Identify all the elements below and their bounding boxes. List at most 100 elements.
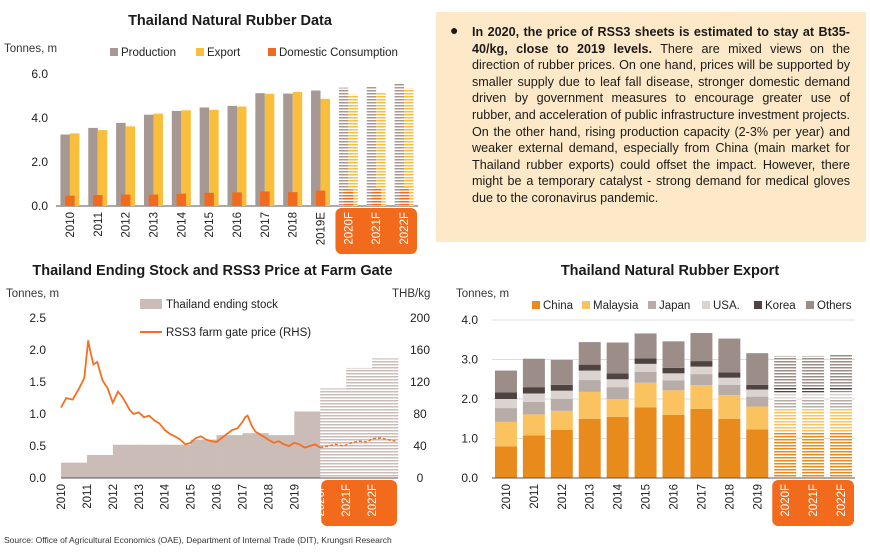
bar-segment-usa xyxy=(774,392,797,399)
bar-segment-usa xyxy=(690,366,713,375)
y2-tick-label: 160 xyxy=(410,343,430,357)
bar-export xyxy=(153,113,163,206)
bar-segment-korea xyxy=(802,387,825,393)
bar-segment-china xyxy=(690,408,713,478)
x-tick-label: 2016 xyxy=(212,484,224,510)
forecast-highlight xyxy=(772,480,854,526)
bar-export xyxy=(292,92,303,206)
bar-production xyxy=(171,110,182,206)
bar-segment-korea xyxy=(830,386,853,392)
x-tick-label: 2014 xyxy=(160,483,172,509)
line-rss3-price-forecast xyxy=(320,437,396,449)
x-tick-label: 2011 xyxy=(529,484,541,509)
bar-segment-china xyxy=(662,414,685,478)
bar-segment-korea xyxy=(578,364,601,371)
bar-segment-others xyxy=(606,342,629,374)
bar-production xyxy=(311,90,321,206)
forecast-highlight xyxy=(321,480,397,526)
x-tick-label: 2019E xyxy=(316,212,328,246)
bar-segment-usa xyxy=(578,370,601,381)
y2-tick-label: 40 xyxy=(413,439,427,453)
x-tick-label: 2019 xyxy=(752,484,764,510)
bar-segment-others xyxy=(774,355,797,388)
bar-domestic-consumption xyxy=(343,189,354,206)
bar-segment-malaysia xyxy=(830,408,853,433)
bar-segment-malaysia xyxy=(690,385,713,409)
bar-domestic-consumption xyxy=(148,194,159,206)
y-tick-label: 2.0 xyxy=(29,343,46,357)
bar-segment-china xyxy=(830,432,853,478)
bar-segment-korea xyxy=(550,384,573,391)
bar-production xyxy=(143,114,154,206)
x-tick-label: 2016 xyxy=(669,484,681,510)
bar-production xyxy=(255,93,265,206)
legend-swatch xyxy=(196,48,204,56)
bar-segment-japan xyxy=(634,371,657,383)
area-ending-stock xyxy=(164,444,191,478)
area-ending-stock xyxy=(61,462,88,478)
bar-segment-malaysia xyxy=(662,390,685,415)
x-tick-label: 2011 xyxy=(82,484,94,509)
bar-segment-japan xyxy=(830,398,853,409)
x-tick-label: 2016 xyxy=(232,212,244,238)
bar-segment-others xyxy=(662,341,685,368)
bar-segment-japan xyxy=(746,396,769,407)
bar-domestic-consumption xyxy=(315,190,326,206)
bar-production xyxy=(394,83,405,206)
bar-segment-malaysia xyxy=(802,408,825,433)
bar-segment-japan xyxy=(578,380,601,392)
bar-segment-korea xyxy=(718,372,741,378)
x-tick-label: 2019 xyxy=(289,484,301,510)
legend-label: Export xyxy=(207,47,241,59)
bar-domestic-consumption xyxy=(204,192,214,206)
bar-export xyxy=(125,126,136,206)
bar-segment-usa xyxy=(802,392,825,399)
source-note: Source: Office of Agricultural Economics… xyxy=(4,535,392,545)
bar-export xyxy=(264,93,275,206)
bar-domestic-consumption xyxy=(260,191,270,206)
bar-export xyxy=(209,109,219,206)
y-tick-label: 2.5 xyxy=(29,311,46,325)
y-axis-label: Tonnes, m xyxy=(6,288,59,300)
bar-segment-usa xyxy=(830,391,853,399)
bar-production xyxy=(116,122,126,206)
area-ending-stock xyxy=(346,367,373,478)
bar-segment-malaysia xyxy=(774,408,797,433)
commentary-box: ● In 2020, the price of RSS3 sheets is e… xyxy=(436,12,866,242)
bar-export xyxy=(404,88,414,206)
bar-segment-japan xyxy=(522,401,545,415)
bar-domestic-consumption xyxy=(176,193,187,206)
legend-label: RSS3 farm gate price (RHS) xyxy=(166,327,311,339)
y-tick-label: 4.0 xyxy=(461,313,478,327)
bar-export xyxy=(320,98,331,206)
bar-segment-malaysia xyxy=(578,391,601,419)
bar-segment-korea xyxy=(690,361,713,367)
commentary-headline: In 2020, the price of RSS3 sheets is est… xyxy=(472,25,850,56)
bar-segment-china xyxy=(774,432,797,478)
bar-segment-malaysia xyxy=(494,421,517,447)
y-axis-label: Tonnes, m xyxy=(456,288,509,300)
y-tick-label: 0.0 xyxy=(461,471,478,485)
x-tick-label: 2018 xyxy=(724,484,736,510)
x-tick-label: 2017 xyxy=(237,484,249,510)
bar-segment-korea xyxy=(494,392,517,399)
x-tick-label: 2017 xyxy=(696,484,708,510)
bar-segment-others xyxy=(522,358,545,388)
bar-segment-others xyxy=(690,333,713,362)
bar-segment-japan xyxy=(690,374,713,386)
legend-swatch xyxy=(702,301,710,309)
legend-swatch xyxy=(268,48,276,56)
bar-production xyxy=(227,105,237,206)
bar-segment-malaysia xyxy=(606,399,629,417)
bar-segment-china xyxy=(550,429,573,478)
x-tick-label: 2018 xyxy=(263,484,275,510)
bar-segment-japan xyxy=(718,384,741,396)
bar-segment-malaysia xyxy=(522,414,545,436)
bar-segment-korea xyxy=(662,367,685,374)
bar-segment-usa xyxy=(550,390,573,399)
bar-segment-usa xyxy=(718,377,741,385)
bar-export xyxy=(376,93,386,206)
legend-label: USA. xyxy=(713,300,740,312)
legend-swatch xyxy=(806,301,814,309)
area-ending-stock xyxy=(320,388,347,478)
